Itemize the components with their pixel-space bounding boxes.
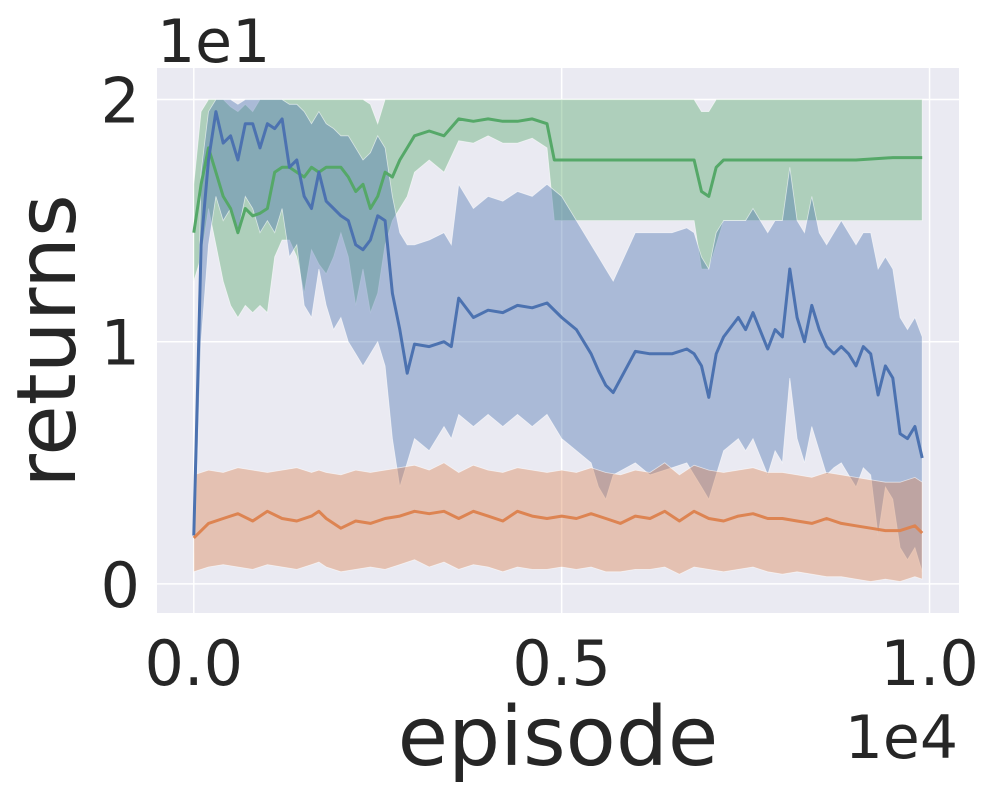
y-tick-label: 0 <box>101 549 140 622</box>
series-line-2 <box>192 509 924 539</box>
tick-labels: 0.0 0.5 1.0 0 1 2 <box>101 64 979 700</box>
y-tick-label: 2 <box>101 64 140 137</box>
x-axis-title: episode <box>398 690 719 785</box>
x-tick-label: 0.0 <box>144 627 243 700</box>
x-tick-label: 0.5 <box>512 627 611 700</box>
x-offset-label: 1e4 <box>845 703 958 773</box>
x-tick-label: 1.0 <box>880 627 979 700</box>
y-axis-title: returns <box>0 194 95 487</box>
series-line-0 <box>192 117 923 235</box>
series-lines <box>192 110 924 539</box>
y-tick-label: 1 <box>101 307 140 380</box>
series-line-1 <box>192 110 924 536</box>
series-band-2 <box>193 462 923 582</box>
y-offset-label: 1e1 <box>157 7 270 77</box>
series-band-0 <box>193 99 923 319</box>
